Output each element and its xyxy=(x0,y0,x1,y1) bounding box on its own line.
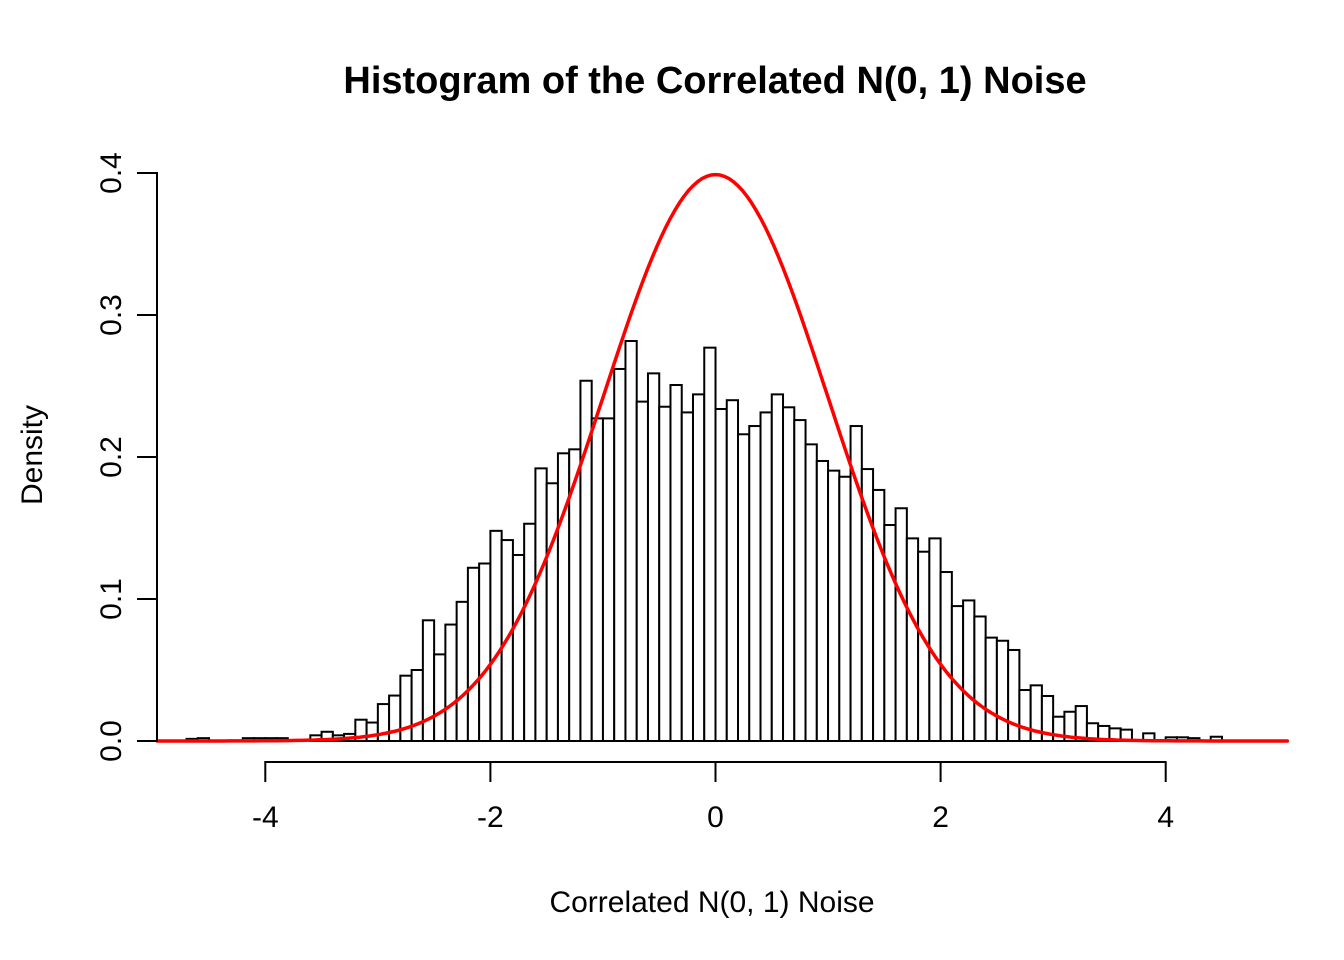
histogram-bar xyxy=(939,571,953,743)
histogram-bar xyxy=(827,469,841,742)
histogram-bar xyxy=(433,653,447,743)
histogram-bar xyxy=(973,615,987,742)
histogram-bar xyxy=(523,522,537,742)
histogram-bar xyxy=(804,443,818,742)
histogram-bar xyxy=(365,721,379,742)
histogram-bar xyxy=(646,372,661,742)
histogram-bar xyxy=(635,400,649,742)
histogram-bar xyxy=(556,452,571,742)
histogram-bar xyxy=(793,419,807,742)
bars-group xyxy=(185,339,1223,743)
histogram-bar xyxy=(894,507,908,743)
x-tick-label: -4 xyxy=(252,801,279,834)
histogram-bar xyxy=(1018,689,1032,743)
histogram-bar xyxy=(703,346,717,742)
y-tick-label: 0.2 xyxy=(95,436,128,478)
histogram-bar xyxy=(950,605,965,742)
normal-curve xyxy=(155,172,1290,743)
histogram-bar xyxy=(995,639,1010,742)
histogram-bar xyxy=(714,408,728,742)
histogram-bar xyxy=(590,417,604,742)
histogram-bar xyxy=(388,694,402,742)
histogram-bar xyxy=(782,406,796,742)
histogram-bar xyxy=(770,393,785,742)
histogram-bar xyxy=(658,405,672,742)
histogram-bar xyxy=(511,553,526,742)
histogram-bar xyxy=(613,367,627,742)
histogram-bar xyxy=(624,339,638,742)
histogram-bar xyxy=(759,411,773,742)
chart-title: Histogram of the Correlated N(0, 1) Nois… xyxy=(343,60,1086,102)
histogram-bar xyxy=(691,393,706,742)
histogram-bar xyxy=(962,599,976,742)
y-tick-label: 0.3 xyxy=(95,294,128,336)
x-ticks-group: -4 -2 0 2 4 xyxy=(252,762,1174,834)
histogram-bar xyxy=(838,475,852,742)
histogram-bar xyxy=(1074,705,1088,743)
y-tick-label: 0.1 xyxy=(95,578,128,620)
y-axis-label: Density xyxy=(16,405,49,505)
histogram-bar xyxy=(421,619,436,742)
histogram-bar xyxy=(669,384,683,742)
histogram-bar xyxy=(725,399,740,742)
x-tick-label: -2 xyxy=(477,801,504,834)
histogram-bar xyxy=(872,488,886,742)
x-tick-label: 2 xyxy=(932,801,949,834)
histogram-bar xyxy=(478,562,492,742)
x-tick-label: 4 xyxy=(1157,801,1174,834)
histogram-bar xyxy=(748,425,762,742)
histogram-bar xyxy=(399,674,413,742)
histogram-bar xyxy=(444,623,458,742)
y-tick-label: 0.4 xyxy=(95,152,128,194)
histogram-bar xyxy=(928,537,942,742)
histogram-bar xyxy=(534,467,548,742)
histogram-bar xyxy=(905,537,920,742)
y-ticks-group: 0.0 0.1 0.2 0.3 0.4 xyxy=(95,152,157,762)
histogram-bar xyxy=(466,566,481,743)
x-tick-label: 0 xyxy=(707,801,724,834)
histogram-bar xyxy=(737,433,751,742)
x-axis-label: Correlated N(0, 1) Noise xyxy=(549,886,874,919)
histogram-bar xyxy=(680,411,694,742)
histogram-bar xyxy=(984,636,998,742)
histogram-bar xyxy=(489,529,503,743)
histogram-bar xyxy=(455,600,469,743)
y-tick-label: 0.0 xyxy=(95,720,128,762)
histogram-bar xyxy=(601,417,616,742)
histogram-bar xyxy=(545,482,559,742)
histogram-bar xyxy=(815,459,830,742)
histogram-bar xyxy=(410,669,424,742)
